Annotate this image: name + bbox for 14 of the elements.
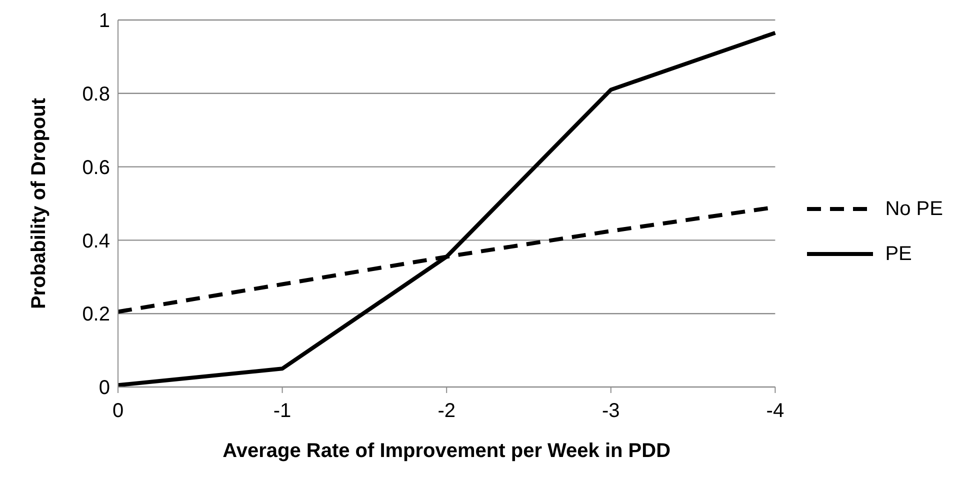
x-tick-label: -1 — [273, 400, 292, 422]
x-tick-label: -2 — [438, 400, 456, 422]
y-tick-label: 1 — [98, 10, 110, 32]
y-axis-title: Probability of Dropout — [28, 98, 50, 310]
x-axis-title: Average Rate of Improvement per Week in PDD — [222, 440, 671, 462]
x-tick-label: -3 — [602, 400, 620, 422]
legend-label: No PE — [885, 198, 943, 220]
y-tick-label: 0.6 — [82, 156, 110, 179]
legend-label: PE — [885, 242, 912, 266]
y-tick-label: 0.2 — [82, 304, 110, 326]
y-tick-label: 0.4 — [82, 230, 110, 252]
y-tick-label: 0.8 — [82, 84, 110, 106]
x-tick-label: -4 — [766, 400, 784, 422]
y-tick-label: 0 — [98, 377, 110, 400]
